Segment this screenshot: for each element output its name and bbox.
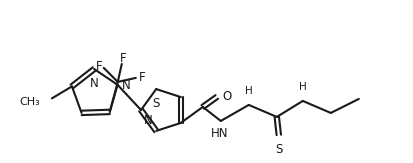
Text: F: F [119, 52, 126, 65]
Text: S: S [275, 143, 282, 156]
Text: S: S [152, 97, 159, 110]
Text: CH₃: CH₃ [19, 97, 40, 107]
Text: F: F [95, 60, 102, 73]
Text: O: O [222, 90, 232, 104]
Text: N: N [143, 114, 152, 127]
Text: N: N [121, 79, 130, 92]
Text: F: F [138, 71, 145, 84]
Text: H: H [244, 86, 252, 96]
Text: HN: HN [210, 127, 228, 140]
Text: H: H [298, 82, 306, 92]
Text: N: N [90, 77, 98, 90]
